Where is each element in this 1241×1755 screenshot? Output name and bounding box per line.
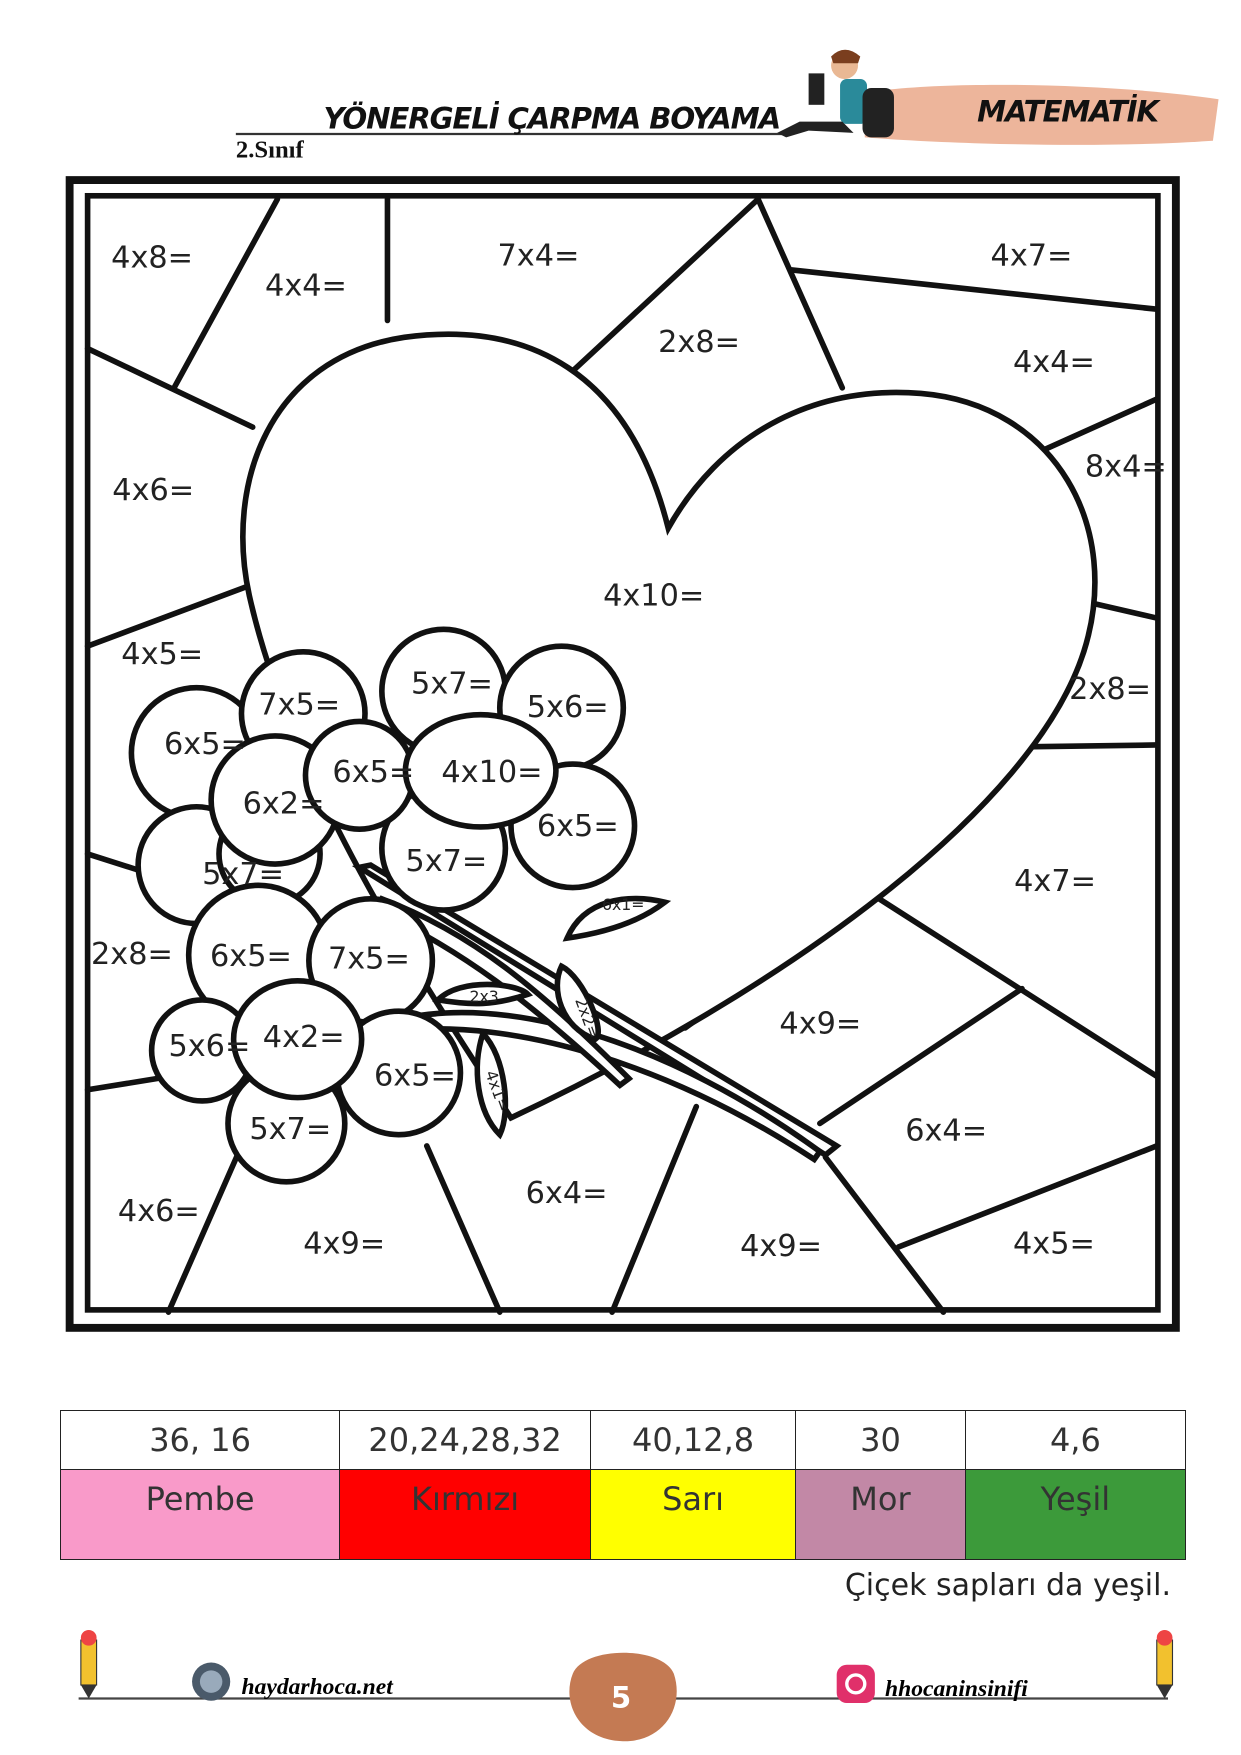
region-label: 2x8= xyxy=(91,937,173,972)
background-rays xyxy=(84,196,1160,1315)
region-label: 4x6= xyxy=(118,1194,200,1229)
color-key-table: 36, 16 20,24,28,32 40,12,8 30 4,6 Pembe Kırmı… xyxy=(59,1410,1187,1560)
worksheet-title: YÖNERGELİ ÇARPMA BOYAMA xyxy=(323,101,780,135)
region-label: 2x8= xyxy=(658,325,740,360)
subject-label: MATEMATİK xyxy=(977,95,1161,129)
pencil-mascot-icon xyxy=(80,1629,98,1699)
region-label: 4x10= xyxy=(441,755,542,790)
reading-student-illustration xyxy=(777,49,1219,145)
key-numbers: 40,12,8 xyxy=(589,1410,797,1470)
region-label: 4x7= xyxy=(991,238,1073,273)
website-link[interactable]: haydarhoca.net xyxy=(241,1674,394,1700)
region-label: 6x4= xyxy=(905,1113,987,1148)
region-label: 4x4= xyxy=(1013,345,1095,380)
inner-frame xyxy=(84,192,1161,1313)
multiplication-labels: 4x8= 4x4= 7x4= 4x7= 2x8= 4x4= 8x4= 4x6= 4x10= 4x5… xyxy=(91,238,1167,1264)
key-color-4: Yeşil xyxy=(964,1469,1187,1560)
key-numbers: 30 xyxy=(795,1410,966,1470)
region-label: 5x7= xyxy=(411,666,493,701)
key-color-3: Mor xyxy=(795,1469,966,1560)
region-label: 7x5= xyxy=(258,688,340,723)
region-label: 5x7= xyxy=(405,844,487,879)
region-label: 6x5= xyxy=(164,727,246,762)
region-label: 4x7= xyxy=(1014,864,1096,899)
region-label: 5x7= xyxy=(202,857,284,892)
key-color-2: Sarı xyxy=(589,1469,797,1560)
key-color-1: Kırmızı xyxy=(339,1469,591,1560)
region-label: 7x4= xyxy=(498,238,580,273)
region-label: 4x4= xyxy=(265,269,347,304)
page-number-badge xyxy=(569,1652,677,1742)
region-label: 6x4= xyxy=(526,1176,608,1211)
page-number: 5 xyxy=(611,1680,631,1714)
region-label: 2x3 xyxy=(469,987,498,1006)
grade-label: 2.Sınıf xyxy=(236,137,305,164)
flower-stems xyxy=(351,862,842,1164)
region-label: 6x5= xyxy=(537,809,619,844)
region-label: 4x5= xyxy=(1013,1227,1095,1262)
globe-icon xyxy=(192,1662,231,1701)
region-label: 4x8= xyxy=(111,241,193,276)
flower-bottom xyxy=(148,882,464,1185)
region-label: 4x9= xyxy=(740,1229,822,1264)
region-label: 4x5= xyxy=(121,637,203,672)
region-label: 5x7= xyxy=(249,1112,331,1147)
region-label: 6x2= xyxy=(243,786,325,821)
region-label: 4x9= xyxy=(779,1007,861,1042)
region-label: 7x5= xyxy=(328,941,410,976)
key-numbers: 20,24,28,32 xyxy=(339,1410,591,1470)
region-label: 4x2= xyxy=(263,1020,345,1055)
region-label: 6x5= xyxy=(374,1058,456,1093)
region-label: 4x6= xyxy=(112,473,194,508)
region-label: 5x6= xyxy=(527,690,609,725)
instagram-handle[interactable]: hhocaninsinifi xyxy=(885,1676,1028,1702)
outer-frame xyxy=(65,176,1180,1332)
region-label: 4x10= xyxy=(603,579,704,614)
region-label: 2x8= xyxy=(1069,672,1151,707)
region-label: 5x6= xyxy=(168,1029,250,1064)
key-color-0: Pembe xyxy=(59,1469,341,1560)
pencil-mascot-icon xyxy=(1156,1629,1174,1699)
region-label: 6x5= xyxy=(210,939,292,974)
region-label: 8x4= xyxy=(1085,450,1167,485)
key-numbers: 36, 16 xyxy=(59,1410,341,1470)
region-label: 4x9= xyxy=(303,1227,385,1262)
flower-middle xyxy=(302,626,638,913)
stem-color-note: Çiçek sapları da yeşil. xyxy=(844,1568,1171,1603)
key-numbers: 4,6 xyxy=(964,1410,1187,1470)
region-label: 6x5= xyxy=(332,755,414,790)
region-label: 6x1= xyxy=(602,895,644,914)
instagram-icon xyxy=(836,1664,875,1703)
